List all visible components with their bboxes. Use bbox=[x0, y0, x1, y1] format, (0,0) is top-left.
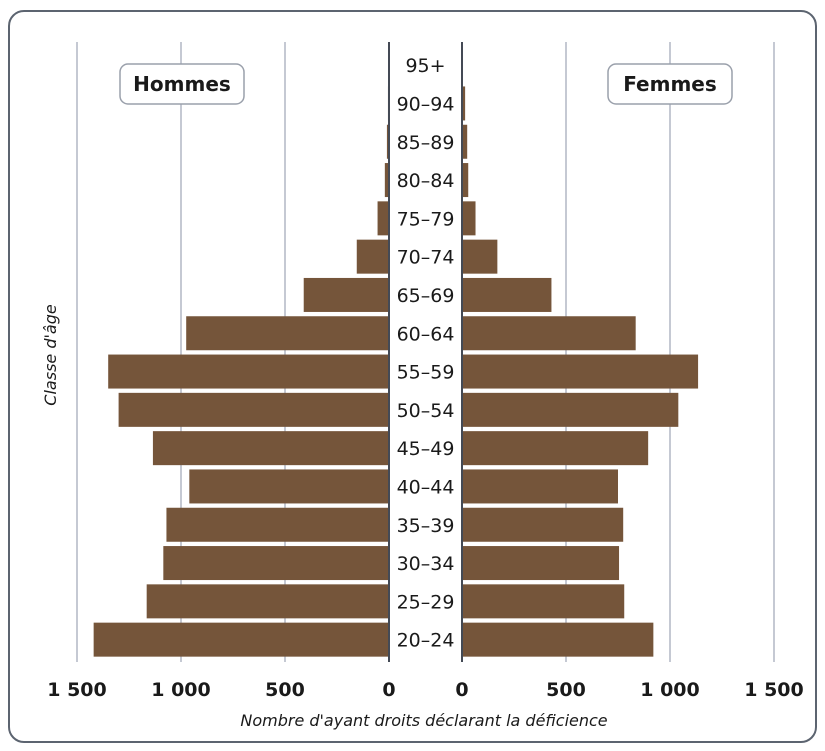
x-axis-title: Nombre d'ayant droits déclarant la défic… bbox=[240, 711, 607, 730]
age-label-70–74: 70–74 bbox=[397, 247, 455, 269]
age-label-60–64: 60–64 bbox=[397, 323, 455, 345]
bar-hommes-35–39 bbox=[166, 508, 389, 542]
age-label-80–84: 80–84 bbox=[397, 170, 455, 192]
age-label-20–24: 20–24 bbox=[397, 630, 455, 652]
x-tick-right-0: 0 bbox=[455, 679, 468, 701]
bar-femmes-30–34 bbox=[462, 546, 619, 580]
x-tick-left-1000: 1 000 bbox=[151, 679, 211, 701]
bar-femmes-60–64 bbox=[462, 316, 636, 350]
bar-hommes-40–44 bbox=[189, 469, 389, 503]
age-label-50–54: 50–54 bbox=[397, 400, 455, 422]
x-tick-right-1000: 1 000 bbox=[640, 679, 700, 701]
x-tick-left-1500: 1 500 bbox=[47, 679, 107, 701]
legend-femmes: Femmes bbox=[608, 64, 732, 104]
bar-femmes-55–59 bbox=[462, 355, 698, 389]
legend-hommes: Hommes bbox=[120, 64, 244, 104]
bar-hommes-30–34 bbox=[163, 546, 389, 580]
bar-hommes-75–79 bbox=[378, 201, 389, 235]
bar-hommes-70–74 bbox=[357, 240, 389, 274]
bar-femmes-20–24 bbox=[462, 623, 653, 657]
x-tick-right-1500: 1 500 bbox=[744, 679, 804, 701]
x-tick-left-0: 0 bbox=[382, 679, 395, 701]
age-label-85–89: 85–89 bbox=[397, 132, 455, 154]
age-label-40–44: 40–44 bbox=[397, 476, 455, 498]
bar-hommes-55–59 bbox=[108, 355, 389, 389]
age-label-75–79: 75–79 bbox=[397, 208, 455, 230]
bar-femmes-70–74 bbox=[462, 240, 497, 274]
bar-femmes-40–44 bbox=[462, 469, 618, 503]
bar-femmes-65–69 bbox=[462, 278, 551, 312]
age-label-55–59: 55–59 bbox=[397, 362, 455, 384]
bar-hommes-60–64 bbox=[186, 316, 389, 350]
age-label-25–29: 25–29 bbox=[397, 591, 455, 613]
bar-hommes-20–24 bbox=[94, 623, 389, 657]
age-label-30–34: 30–34 bbox=[397, 553, 455, 575]
age-label-90–94: 90–94 bbox=[397, 93, 455, 115]
bar-hommes-25–29 bbox=[147, 584, 389, 618]
bar-femmes-45–49 bbox=[462, 431, 648, 465]
y-axis-title: Classe d'âge bbox=[41, 304, 60, 406]
age-label-35–39: 35–39 bbox=[397, 515, 455, 537]
age-label-45–49: 45–49 bbox=[397, 438, 455, 460]
bar-femmes-25–29 bbox=[462, 584, 624, 618]
bar-femmes-75–79 bbox=[462, 201, 476, 235]
age-label-95+: 95+ bbox=[405, 55, 445, 77]
age-label-65–69: 65–69 bbox=[397, 285, 455, 307]
bar-hommes-65–69 bbox=[304, 278, 389, 312]
x-tick-left-500: 500 bbox=[265, 679, 305, 701]
x-tick-right-500: 500 bbox=[546, 679, 586, 701]
bar-hommes-45–49 bbox=[153, 431, 389, 465]
bar-femmes-35–39 bbox=[462, 508, 623, 542]
bar-hommes-50–54 bbox=[119, 393, 389, 427]
bar-femmes-50–54 bbox=[462, 393, 678, 427]
legend-hommes-label: Hommes bbox=[133, 72, 231, 96]
legend-femmes-label: Femmes bbox=[623, 72, 717, 96]
